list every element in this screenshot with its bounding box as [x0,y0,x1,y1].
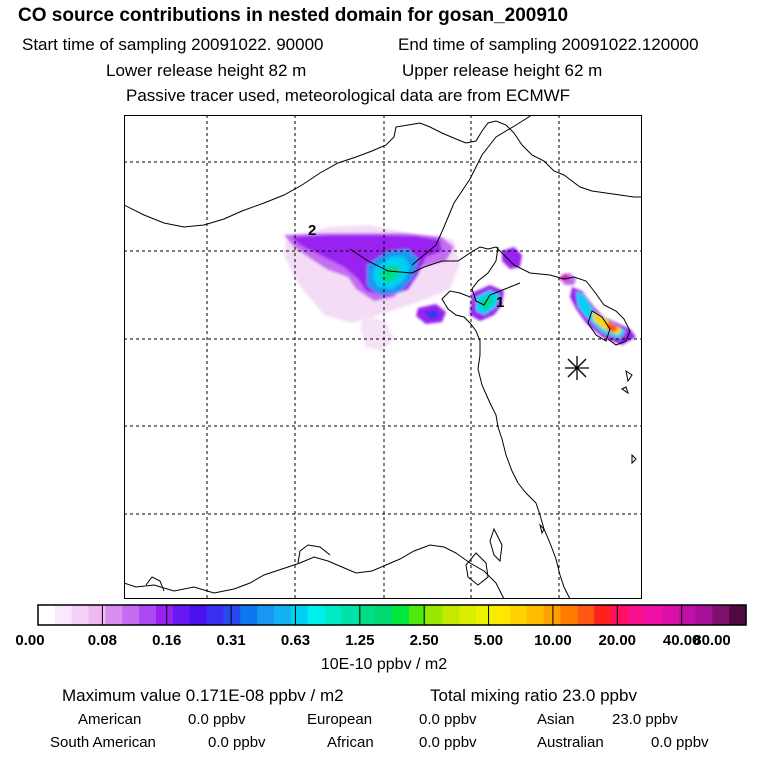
colorbar-swatch [307,605,326,625]
colorbar-swatch [729,605,747,625]
receptor-marker [565,356,589,380]
region-name: Asian [537,711,575,728]
colorbar-swatch [442,605,461,625]
colorbar-swatch [459,605,477,625]
total-mixing-ratio: Total mixing ratio 23.0 ppbv [430,686,637,705]
colorbar-swatch [139,605,157,625]
colorbar-swatch [223,605,241,625]
colorbar-swatch [341,605,359,625]
colorbar-unit: 10E-10 ppbv / m2 [320,656,448,673]
colorbar-swatch [644,605,663,625]
colorbar-swatch [122,605,140,625]
colorbar-swatch [54,605,73,625]
colorbar-swatch [88,605,107,625]
colorbar-swatch [476,605,494,625]
colorbar-swatch [324,605,343,625]
region-value: 0.0 ppbv [188,711,246,728]
start-time: Start time of sampling 20091022. 90000 [22,35,324,54]
colorbar-swatch [38,605,56,625]
colorbar [37,604,747,626]
colorbar-swatch [712,605,730,625]
colorbar-tick-label: 1.25 [345,632,375,649]
colorbar-swatch [678,605,697,625]
colorbar-swatch [172,605,191,625]
region-value: 0.0 ppbv [419,734,477,751]
colorbar-swatch [425,605,444,625]
colorbar-swatch [594,605,612,625]
region-name: Australian [537,734,604,751]
colorbar-tick-label: 10.00 [534,632,572,649]
colorbar-tick-label: 0.00 [15,632,45,649]
map-frame [124,115,642,599]
colorbar-swatch [257,605,275,625]
colorbar-swatch [392,605,410,625]
colorbar-swatch [510,605,528,625]
colorbar-tick-label: 20.00 [598,632,637,649]
region-value: 23.0 ppbv [612,711,678,728]
colorbar-swatch [493,605,511,625]
region-value: 0.0 ppbv [651,734,709,751]
colorbar-swatch [526,605,545,625]
colorbar-swatch [695,605,713,625]
coastlines [124,115,642,599]
map-label: 1 [496,294,504,311]
region-name: American [78,711,142,728]
colorbar-swatch [274,605,292,625]
gridlines [124,115,642,599]
region-name: African [327,734,374,751]
colorbar-tick-label: 5.00 [473,632,504,649]
region-value: 0.0 ppbv [208,734,266,751]
colorbar-swatch [71,605,90,625]
colorbar-swatch [661,605,680,625]
colorbar-swatch [358,605,376,625]
colorbar-swatch [611,605,629,625]
colorbar-tick-label: 2.50 [409,632,439,649]
colorbar-swatch [240,605,258,625]
colorbar-tick-label: 0.16 [152,632,182,649]
colorbar-swatch [408,605,427,625]
end-time: End time of sampling 20091022.120000 [398,35,699,54]
colorbar-tick-label: 40.00 [662,632,701,649]
max-value: Maximum value 0.171E-08 ppbv / m2 [62,686,344,705]
colorbar-tick-label: 0.08 [87,632,117,649]
tracer-note: Passive tracer used, meteorological data… [126,86,571,105]
region-name: South American [50,734,156,751]
colorbar-swatch [105,605,123,625]
colorbar-swatch [375,605,393,625]
colorbar-swatch [206,605,225,625]
colorbar-swatch [189,605,208,625]
chart-title: CO source contributions in nested domain… [18,5,569,26]
plume-overlay [284,225,636,351]
concentration-map: 2 1 [124,115,642,599]
colorbar-tick-label: 80.00 [693,632,731,649]
map-label: 2 [308,222,316,239]
colorbar-swatch [156,605,174,625]
colorbar-tick-label: 0.63 [280,632,311,649]
region-name: European [307,711,373,728]
colorbar-swatch [628,605,646,625]
colorbar-swatch [290,605,309,625]
colorbar-frame [37,604,747,626]
colorbar-swatch [560,605,579,625]
colorbar-swatch [577,605,595,625]
upper-release-height: Upper release height 62 m [402,61,603,80]
lower-release-height: Lower release height 82 m [106,61,307,80]
map-background [124,115,642,599]
region-value: 0.0 ppbv [419,711,477,728]
colorbar-tick-label: 0.31 [216,632,246,649]
